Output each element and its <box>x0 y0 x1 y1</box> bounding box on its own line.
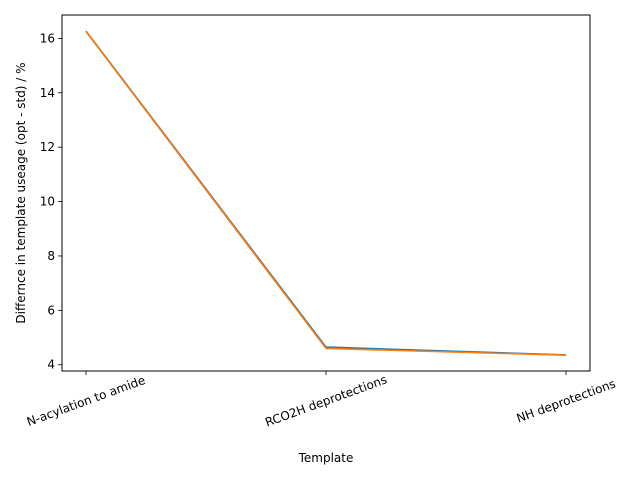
x-tick-label: N-acylation to amide <box>25 373 147 429</box>
series-layer <box>86 31 566 355</box>
series-line-1 <box>86 31 566 355</box>
y-tick-label: 6 <box>47 303 55 317</box>
y-tick-label: 12 <box>40 140 55 154</box>
y-tick-label: 16 <box>40 31 55 45</box>
series-line-2 <box>86 32 566 356</box>
y-tick-label: 10 <box>40 195 55 209</box>
y-tick-label: 8 <box>47 249 55 263</box>
axes-layer <box>62 15 590 371</box>
y-axis-ticks: 4 6 8 10 12 14 16 <box>40 31 62 371</box>
x-axis-label: Template <box>298 451 354 465</box>
y-tick-label: 14 <box>40 86 55 100</box>
y-axis-label: Differnce in template useage (opt - std)… <box>14 62 28 323</box>
x-tick-label: NH deprotections <box>515 377 618 426</box>
y-tick-label: 4 <box>47 358 55 372</box>
x-tick-label: RCO2H deprotections <box>263 372 389 429</box>
plot-frame <box>62 15 590 371</box>
x-axis-ticks: N-acylation to amide RCO2H deprotections N… <box>25 371 618 430</box>
